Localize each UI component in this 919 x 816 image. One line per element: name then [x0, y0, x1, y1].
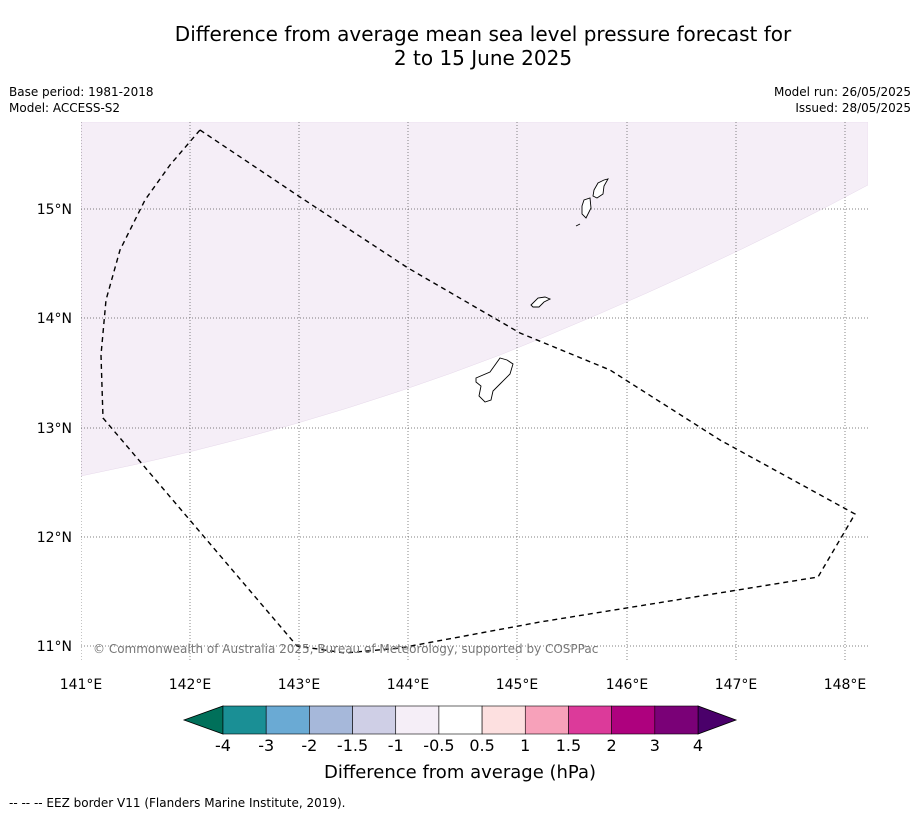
- colorbar-label: Difference from average (hPa): [324, 762, 596, 783]
- lat-labels: 15°N 14°N 13°N 12°N 11°N: [37, 202, 72, 655]
- anomaly-shading: [81, 122, 868, 477]
- lat-label-11: 11°N: [37, 639, 72, 655]
- lon-label-142: 142°E: [169, 677, 212, 693]
- colorbar-tick-label: -1.5: [337, 736, 368, 755]
- colorbar-ticks: -4 -3 -2 -1.5 -1 -0.5 0.5 1 1.5 2 3 4: [215, 736, 703, 755]
- title-line-1: Difference from average mean sea level p…: [174, 22, 792, 46]
- colorbar-bin: [481, 705, 526, 735]
- meta-left: Base period: 1981-2018 Model: ACCESS-S2: [9, 84, 154, 116]
- colorbar: -4 -3 -2 -1.5 -1 -0.5 0.5 1 1.5 2 3 4 Difference fr…: [182, 705, 738, 783]
- lat-label-14: 14°N: [37, 311, 72, 327]
- lon-label-148: 148°E: [824, 677, 867, 693]
- copyright-text: © Commonwealth of Australia 2025, Bureau…: [93, 642, 598, 656]
- colorbar-over-arrow: [697, 705, 738, 735]
- issued-date: Issued: 28/05/2025: [795, 101, 911, 115]
- colorbar-bin: [395, 705, 440, 735]
- colorbar-tick-label: -4: [215, 736, 231, 755]
- island-aguijan: [575, 223, 581, 227]
- island-guam: [475, 357, 514, 403]
- island-saipan: [592, 178, 609, 199]
- colorbar-bin: [265, 705, 310, 735]
- colorbar-bin: [222, 705, 267, 735]
- meta-right: Model run: 26/05/2025 Issued: 28/05/2025: [774, 84, 911, 116]
- lat-label-13: 13°N: [37, 421, 72, 437]
- colorbar-tick-label: -1: [388, 736, 404, 755]
- lon-label-147: 147°E: [715, 677, 758, 693]
- colorbar-tick-label: 0.5: [469, 736, 494, 755]
- lon-label-143: 143°E: [278, 677, 321, 693]
- colorbar-tick-label: 3: [650, 736, 660, 755]
- colorbar-bin: [438, 705, 483, 735]
- legend-footnote: -- -- -- EEZ border V11 (Flanders Marine…: [9, 796, 346, 810]
- islands: [475, 178, 609, 403]
- lat-label-12: 12°N: [37, 530, 72, 546]
- colorbar-bin: [611, 705, 656, 735]
- map-area: [81, 122, 868, 662]
- colorbar-tick-label: -0.5: [423, 736, 454, 755]
- colorbar-bins: [222, 705, 699, 735]
- island-rota: [530, 296, 552, 308]
- colorbar-tick-label: 2: [607, 736, 617, 755]
- colorbar-tick-label: 1: [520, 736, 530, 755]
- colorbar-under-arrow: [182, 705, 224, 735]
- colorbar-tick-label: -3: [258, 736, 274, 755]
- lon-label-146: 146°E: [606, 677, 649, 693]
- model-name: Model: ACCESS-S2: [9, 101, 121, 115]
- colorbar-bin: [309, 705, 353, 735]
- lon-label-141: 141°E: [60, 677, 103, 693]
- model-run: Model run: 26/05/2025: [773, 85, 911, 99]
- lon-labels: 141°E 142°E 143°E 144°E 145°E 146°E 147°…: [60, 677, 867, 693]
- title-line-2: 2 to 15 June 2025: [393, 46, 573, 70]
- map-title: Difference from average mean sea level p…: [0, 22, 919, 70]
- gridlines: [81, 122, 868, 662]
- base-period: Base period: 1981-2018: [9, 85, 154, 99]
- colorbar-tick-label: 1.5: [556, 736, 581, 755]
- colorbar-tick-label: -2: [301, 736, 317, 755]
- lon-label-144: 144°E: [387, 677, 430, 693]
- lon-label-145: 145°E: [496, 677, 539, 693]
- lat-label-15: 15°N: [37, 202, 72, 218]
- island-tinian: [581, 197, 592, 219]
- colorbar-bin: [654, 705, 699, 735]
- colorbar-bin: [352, 705, 397, 735]
- colorbar-bin: [568, 705, 612, 735]
- colorbar-tick-label: 4: [693, 736, 703, 755]
- colorbar-bin: [524, 705, 569, 735]
- eez-border: [100, 129, 856, 654]
